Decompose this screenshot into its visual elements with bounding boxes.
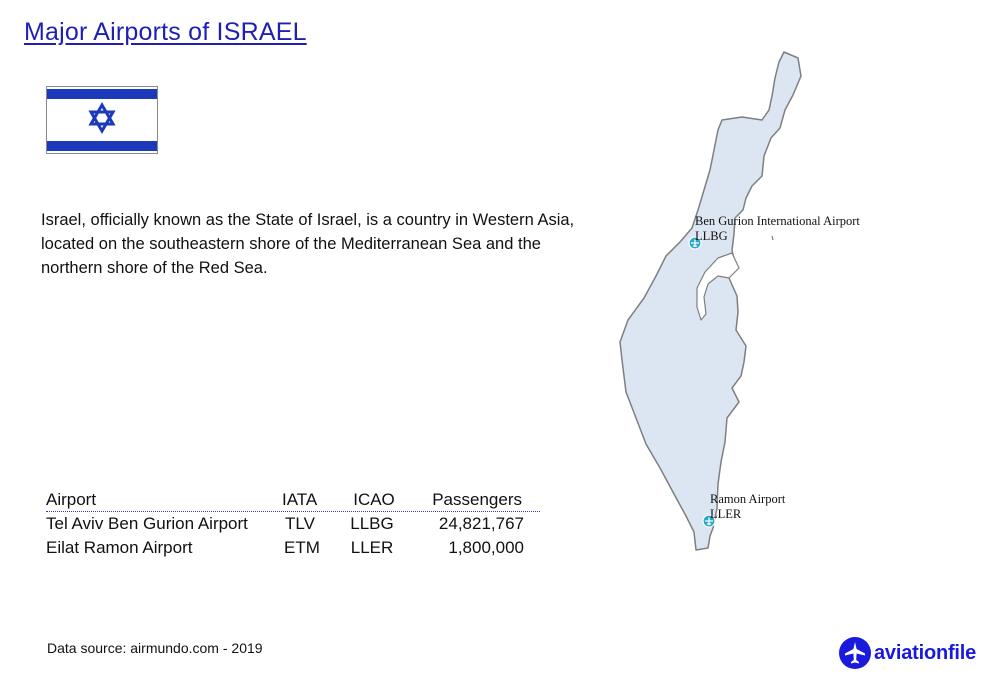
table-header-row: Airport IATA ICAO Passengers — [46, 488, 540, 512]
cell-icao: LLBG — [350, 514, 394, 533]
header-airport: Airport — [46, 490, 97, 509]
cell-icao: LLER — [350, 538, 394, 557]
airport-code: LLER — [710, 507, 742, 521]
cell-airport: Tel Aviv Ben Gurion Airport — [46, 514, 248, 533]
data-source-note: Data source: airmundo.com - 2019 — [47, 640, 263, 656]
airport-label-llbg: Ben Gurion International Airport LLBG — [695, 214, 860, 244]
airport-code: LLBG — [695, 229, 728, 243]
cell-airport: Eilat Ramon Airport — [46, 538, 193, 557]
country-description: Israel, officially known as the State of… — [41, 211, 575, 277]
cell-passengers: 24,821,767 — [438, 514, 524, 533]
airport-name: Ramon Airport — [710, 492, 786, 506]
cell-iata: TLV — [285, 514, 315, 533]
airplane-logo-icon — [839, 637, 871, 669]
airports-table: Airport IATA ICAO Passengers Tel Aviv Be… — [46, 488, 540, 560]
israel-outline — [619, 51, 802, 551]
israel-flag-icon — [46, 86, 158, 159]
airport-marker-ller — [702, 514, 716, 528]
header-icao: ICAO — [353, 490, 395, 509]
page-title: Major Airports of ISRAEL — [24, 18, 307, 46]
airport-name: Ben Gurion International Airport — [695, 214, 860, 228]
airport-marker-llbg — [688, 236, 702, 250]
header-iata: IATA — [282, 490, 318, 509]
header-passengers: Passengers — [432, 490, 522, 509]
cell-passengers: 1,800,000 — [448, 538, 524, 557]
table-row: Eilat Ramon Airport ETM LLER 1,800,000 — [46, 536, 540, 560]
aviationfile-logo: aviationfile — [838, 636, 976, 670]
israel-map: Ben Gurion International Airport LLBG Ra… — [600, 50, 900, 565]
airport-label-ller: Ramon Airport LLER — [710, 492, 785, 522]
table-row: Tel Aviv Ben Gurion Airport TLV LLBG 24,… — [46, 512, 540, 536]
brand-name: aviationfile — [874, 641, 977, 664]
cell-iata: ETM — [284, 538, 320, 557]
